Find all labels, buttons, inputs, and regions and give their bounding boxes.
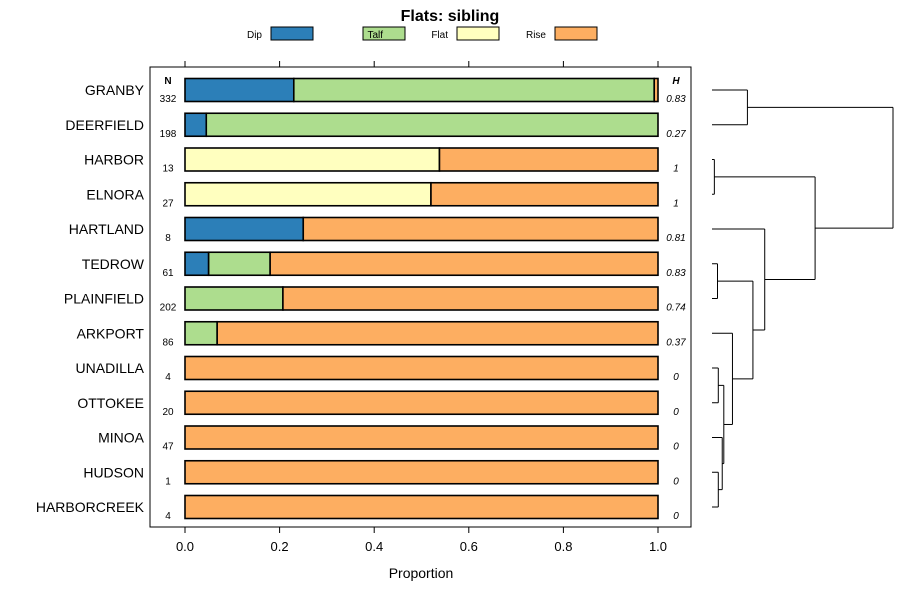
row-label-hudson: HUDSON [83, 464, 144, 480]
bar-deerfield-dip [184, 112, 208, 138]
n-value-plainfield: 202 [160, 303, 177, 314]
h-value-elnora: 1 [673, 198, 679, 209]
n-value-granby: 332 [160, 94, 177, 105]
legend: Dip Talf Flat Rise [247, 26, 598, 41]
legend-swatch-rise [554, 26, 598, 41]
row-label-granby: GRANBY [85, 82, 145, 98]
h-value-unadilla: 0 [673, 372, 679, 383]
row-label-hartland: HARTLAND [69, 221, 144, 237]
bar-minoa-rise [184, 425, 659, 450]
x-tick-label: 0.8 [554, 539, 572, 554]
bar-arkport-talf [184, 320, 218, 346]
bar-unadilla-rise [184, 355, 659, 381]
bar-harborcreek-rise [184, 494, 659, 520]
bar-plainfield-talf [184, 286, 284, 311]
x-tick-label: 0.6 [460, 539, 478, 554]
bar-ottokee-rise [184, 390, 659, 416]
legend-swatch-dip [270, 26, 314, 41]
h-value-harborcreek: 0 [673, 511, 679, 522]
h-value-hudson: 0 [673, 476, 679, 487]
n-value-minoa: 47 [162, 442, 174, 453]
row-label-plainfield: PLAINFIELD [64, 291, 144, 307]
row-label-tedrow: TEDROW [82, 256, 145, 272]
bar-tedrow-talf [207, 251, 271, 277]
h-value-minoa: 0 [673, 442, 679, 453]
row-label-deerfield: DEERFIELD [65, 117, 144, 133]
n-column-header: N [164, 76, 171, 87]
x-axis-label: Proportion [389, 565, 454, 581]
bars-group [184, 77, 659, 520]
row-label-arkport: ARKPORT [77, 325, 145, 341]
row-label-unadilla: UNADILLA [76, 360, 145, 376]
legend-label-dip: Dip [247, 30, 262, 41]
x-tick-label: 0.4 [365, 539, 383, 554]
bar-tedrow-dip [184, 251, 210, 277]
h-value-arkport: 0.37 [666, 337, 686, 348]
bar-arkport-rise [216, 320, 659, 346]
bar-deerfield-talf [205, 112, 659, 138]
bar-plainfield-rise [282, 286, 659, 311]
h-value-hartland: 0.81 [666, 233, 685, 244]
bar-granby-dip [184, 77, 295, 103]
n-value-harbor: 13 [162, 164, 174, 175]
n-value-elnora: 27 [162, 198, 174, 209]
bar-hartland-dip [184, 216, 305, 242]
n-value-hartland: 8 [165, 233, 171, 244]
x-tick-label: 1.0 [649, 539, 667, 554]
n-value-tedrow: 61 [162, 268, 174, 279]
n-value-ottokee: 20 [162, 407, 174, 418]
bar-elnora-flat [184, 181, 432, 207]
legend-swatch-flat [456, 26, 500, 41]
n-value-unadilla: 4 [165, 372, 171, 383]
h-value-ottokee: 0 [673, 407, 679, 418]
h-value-plainfield: 0.74 [666, 303, 686, 314]
bar-granby-talf [292, 77, 656, 103]
row-label-elnora: ELNORA [86, 186, 144, 202]
bar-elnora-rise [430, 181, 659, 207]
legend-label-rise: Rise [526, 30, 546, 41]
h-value-tedrow: 0.83 [666, 268, 686, 279]
h-value-harbor: 1 [673, 164, 679, 175]
n-value-arkport: 86 [162, 337, 174, 348]
bar-hartland-rise [302, 216, 659, 242]
row-label-harbor: HARBOR [84, 152, 144, 168]
dendrogram [712, 89, 894, 508]
n-value-deerfield: 198 [160, 129, 177, 140]
x-tick-label: 0.2 [271, 539, 289, 554]
chart-title: Flats: sibling [401, 8, 500, 25]
legend-swatch-talf [362, 26, 406, 41]
x-tick-label: 0.0 [176, 539, 194, 554]
bar-tedrow-rise [269, 251, 659, 277]
h-column-header: H [672, 76, 680, 87]
bar-harbor-rise [438, 147, 659, 172]
h-value-granby: 0.83 [666, 94, 686, 105]
bar-granby-rise [653, 77, 659, 103]
row-label-ottokee: OTTOKEE [77, 395, 144, 411]
n-value-hudson: 1 [165, 476, 171, 487]
legend-label-flat: Flat [431, 30, 448, 41]
bar-harbor-flat [184, 147, 441, 172]
h-value-deerfield: 0.27 [666, 129, 686, 140]
x-axis: 0.0 0.2 0.4 0.6 0.8 1.0 [176, 61, 667, 554]
legend-label-talf: Talf [367, 30, 383, 41]
bar-hudson-rise [184, 459, 659, 485]
row-label-minoa: MINOA [98, 430, 145, 446]
row-labels-group: GRANBY 332 0.83 DEERFIELD 198 0.27 HARBOR 13 1 EL… [36, 82, 686, 522]
row-label-harborcreek: HARBORCREEK [36, 499, 145, 515]
plot-frame [149, 66, 692, 528]
n-value-harborcreek: 4 [165, 511, 171, 522]
